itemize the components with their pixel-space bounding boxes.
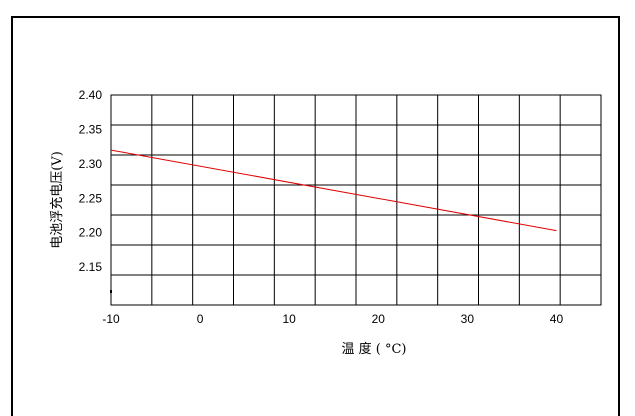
y-tick-label: 2.35: [79, 122, 103, 136]
line-chart: -10 0 10 20 30 40 2.15 2.20 2.25 2.30 2.35 2.40 温 …: [49, 88, 602, 357]
series-line: [110, 149, 557, 232]
chart-grid: [111, 95, 601, 305]
y-axis-label: 电池浮充电压(V): [49, 151, 65, 249]
y-tick-label: 2.25: [79, 191, 103, 205]
x-tick-label: 0: [197, 312, 204, 326]
x-tick-label: 30: [461, 312, 475, 326]
y-tick-label: 2.30: [79, 157, 103, 171]
plot-area-border: [110, 94, 602, 306]
x-tick-label: 20: [372, 312, 386, 326]
y-tick-label: 2.15: [79, 260, 103, 274]
x-tick-label: 40: [550, 312, 564, 326]
y-tick-label: 2.40: [79, 88, 103, 102]
chart-frame: [11, 16, 620, 416]
x-tick-label: -10: [102, 312, 120, 326]
y-tick-labels: 2.15 2.20 2.25 2.30 2.35 2.40: [79, 88, 103, 274]
series-lines: [110, 149, 557, 232]
x-tick-labels: -10 0 10 20 30 40: [102, 312, 563, 326]
y-tick-label: 2.20: [79, 226, 103, 240]
x-tick-label: 10: [283, 312, 297, 326]
x-axis-label: 温 度 ( °C): [342, 341, 407, 357]
